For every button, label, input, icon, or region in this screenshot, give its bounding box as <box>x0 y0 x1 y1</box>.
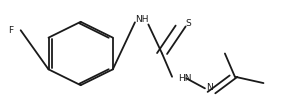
Text: S: S <box>185 19 191 28</box>
Text: F: F <box>8 26 13 35</box>
Text: NH: NH <box>135 15 149 24</box>
Text: HN: HN <box>178 74 191 83</box>
Text: N: N <box>206 82 213 91</box>
